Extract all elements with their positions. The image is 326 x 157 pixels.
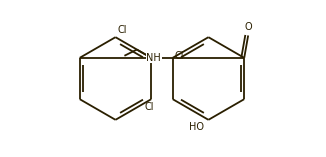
Text: NH: NH <box>146 53 161 63</box>
Text: O: O <box>244 22 252 32</box>
Text: Cl: Cl <box>118 25 127 35</box>
Text: HO: HO <box>189 122 204 132</box>
Text: Cl: Cl <box>175 51 184 61</box>
Text: Cl: Cl <box>144 102 154 112</box>
